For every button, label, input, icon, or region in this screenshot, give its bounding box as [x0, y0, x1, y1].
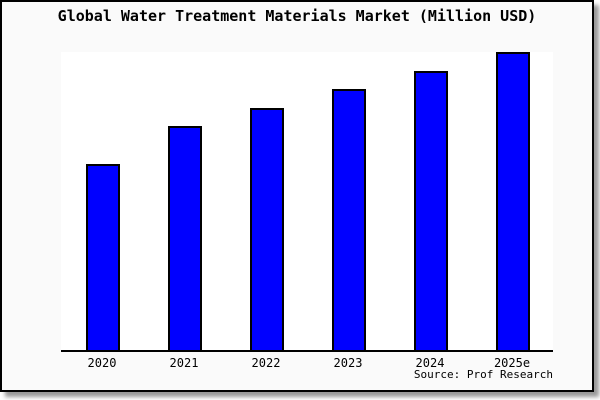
x-tick-2024: 2024 [415, 356, 445, 370]
chart-title: Global Water Treatment Materials Market … [57, 7, 537, 25]
x-tick-2020: 2020 [87, 356, 117, 370]
source-label: Source: Prof Research [413, 368, 553, 381]
x-tick-2025e: 2025e [493, 356, 531, 370]
bar-2020 [86, 164, 120, 350]
x-tick-2023: 2023 [333, 356, 363, 370]
x-tick-2021: 2021 [169, 356, 199, 370]
x-axis-tick-labels: 2020 2021 2022 2023 2024 2025e [2, 356, 592, 372]
bar-2024 [414, 71, 448, 350]
plot-area [61, 52, 553, 352]
chart-frame: Global Water Treatment Materials Market … [0, 0, 594, 392]
bar-2023 [332, 89, 366, 350]
bar-2021 [168, 126, 202, 350]
x-tick-2022: 2022 [251, 356, 281, 370]
bar-2022 [250, 108, 284, 350]
bar-2025e [496, 52, 530, 350]
